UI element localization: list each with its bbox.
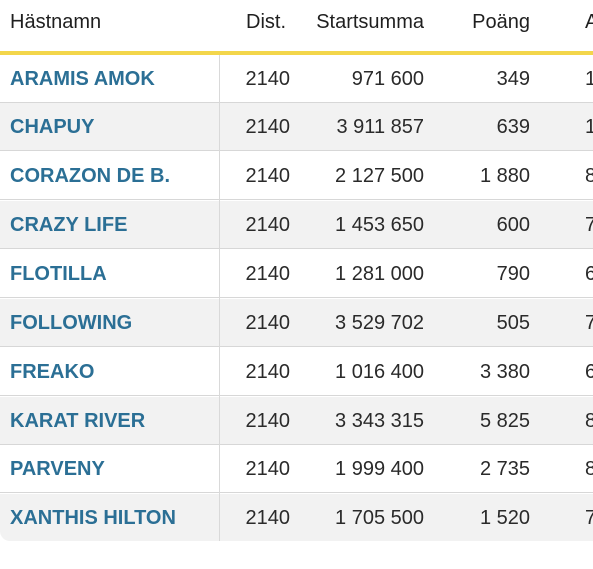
extra-cell: 8 [585,458,593,480]
points-cell: 5 825 [479,410,530,432]
points-cell: 2 735 [479,458,530,480]
column-header-extra[interactable]: A [585,11,593,33]
horse-name-link[interactable]: FOLLOWING [10,312,133,334]
start-sum-cell: 1 016 400 [335,361,424,383]
points-cell: 1 520 [479,507,530,529]
points-cell: 790 [496,263,530,285]
column-header-points[interactable]: Poäng [472,11,530,33]
table-row: KARAT RIVER 2140 3 343 315 5 825 8 [0,397,593,445]
points-cell: 349 [496,68,530,90]
points-cell: 639 [496,116,530,138]
start-sum-cell: 1 705 500 [335,507,424,529]
distance-cell: 2140 [245,68,291,90]
extra-cell: 6 [585,361,593,383]
horse-table: Hästnamn Dist. Startsumma Poäng A ARAMIS… [0,0,593,541]
start-sum-cell: 1 999 400 [335,458,424,480]
name-column-divider [219,55,220,541]
column-header-start-sum[interactable]: Startsumma [316,11,424,33]
table-row: ARAMIS AMOK 2140 971 600 349 1 [0,55,593,103]
distance-cell: 2140 [245,312,291,334]
table-header-row: Hästnamn Dist. Startsumma Poäng A [0,0,593,55]
table-row: FOLLOWING 2140 3 529 702 505 7 [0,299,593,347]
distance-cell: 2140 [245,507,291,529]
distance-cell: 2140 [245,458,291,480]
column-header-horse-name[interactable]: Hästnamn [10,11,102,33]
start-sum-cell: 2 127 500 [335,165,424,187]
table-row: CHAPUY 2140 3 911 857 639 1 [0,103,593,151]
points-cell: 1 880 [479,165,530,187]
horse-name-link[interactable]: ARAMIS AMOK [10,68,155,90]
horse-name-link[interactable]: FREAKO [10,361,95,383]
points-cell: 600 [496,214,530,236]
points-cell: 505 [496,312,530,334]
horse-name-link[interactable]: CHAPUY [10,116,95,138]
horse-name-link[interactable]: CORAZON DE B. [10,165,170,187]
start-sum-cell: 3 343 315 [335,410,424,432]
extra-cell: 6 [585,263,593,285]
start-sum-cell: 1 281 000 [335,263,424,285]
table-row: FLOTILLA 2140 1 281 000 790 6 [0,250,593,298]
start-sum-cell: 3 911 857 [336,116,425,138]
extra-cell: 7 [585,507,593,529]
horse-name-link[interactable]: FLOTILLA [10,263,107,285]
start-sum-cell: 3 529 702 [335,312,424,334]
distance-cell: 2140 [245,116,291,138]
distance-cell: 2140 [245,214,291,236]
table-row: XANTHIS HILTON 2140 1 705 500 1 520 7 [0,494,593,541]
start-sum-cell: 1 453 650 [335,214,424,236]
horse-name-link[interactable]: XANTHIS HILTON [10,507,176,529]
horse-name-link[interactable]: CRAZY LIFE [10,214,128,236]
distance-cell: 2140 [245,410,291,432]
table-row: CRAZY LIFE 2140 1 453 650 600 7 [0,201,593,249]
extra-cell: 8 [585,165,593,187]
points-cell: 3 380 [479,361,530,383]
distance-cell: 2140 [245,361,291,383]
start-sum-cell: 971 600 [351,68,424,90]
distance-cell: 2140 [245,263,291,285]
distance-cell: 2140 [245,165,291,187]
extra-cell: 1 [585,68,593,90]
horse-name-link[interactable]: KARAT RIVER [10,410,146,432]
extra-cell: 1 [585,116,593,138]
table-row: CORAZON DE B. 2140 2 127 500 1 880 8 [0,152,593,200]
column-header-distance[interactable]: Dist. [246,11,286,33]
horse-name-link[interactable]: PARVENY [10,458,105,480]
extra-cell: 7 [585,312,593,334]
table-row: FREAKO 2140 1 016 400 3 380 6 [0,348,593,396]
table-row: PARVENY 2140 1 999 400 2 735 8 [0,445,593,493]
extra-cell: 7 [585,214,593,236]
extra-cell: 8 [585,410,593,432]
